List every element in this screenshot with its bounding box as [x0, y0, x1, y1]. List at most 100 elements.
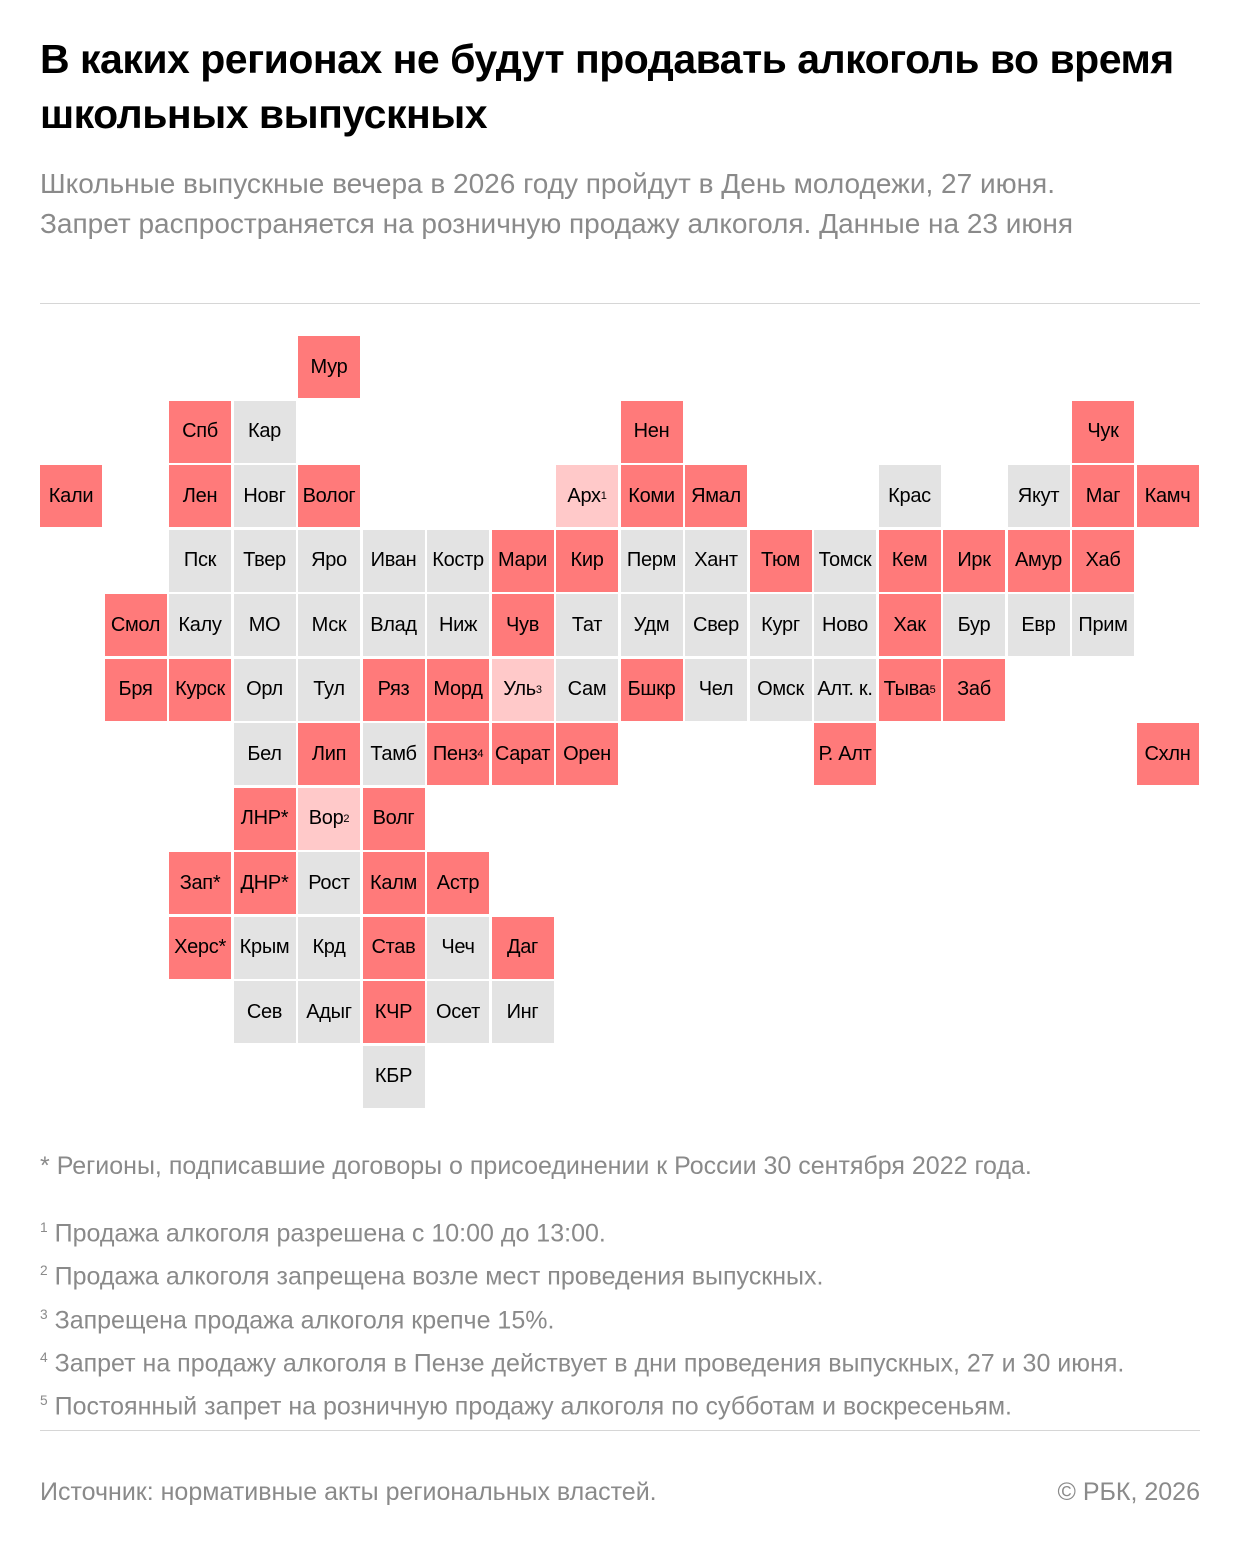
region-tile: Якут — [1007, 465, 1070, 527]
region-label: Кем — [891, 549, 928, 571]
region-label: Удм — [633, 613, 670, 636]
region-label: Свер — [693, 613, 739, 636]
footnotes: * Регионы, подписавшие договоры о присое… — [40, 1148, 1220, 1426]
region-tile: Пенз 4 — [427, 723, 489, 785]
region-label: Крым — [239, 936, 290, 958]
region-tile: Свер — [685, 594, 747, 656]
region-tile: Тат — [556, 594, 618, 656]
region-tile: Крас — [878, 465, 941, 527]
region-label: Бел — [247, 742, 282, 765]
region-tile: Заб — [943, 658, 1005, 721]
region-label: ДНР* — [240, 871, 289, 894]
region-tile: Вор 2 — [298, 787, 360, 850]
region-tile: Бря — [104, 658, 167, 721]
region-tile: Бел — [233, 723, 296, 785]
region-tile: Смол — [104, 594, 167, 656]
region-label: Евр — [1021, 613, 1056, 636]
region-label: Новг — [243, 484, 286, 507]
copyright: © РБК, 2026 — [1057, 1478, 1200, 1506]
region-label: ЛНР* — [240, 807, 289, 829]
footnote: 5 Постоянный запрет на розничную продажу… — [40, 1382, 1130, 1425]
region-label: Бря — [118, 678, 153, 700]
region-label: Чеч — [441, 936, 475, 958]
region-tile: Волг — [362, 787, 425, 850]
region-tile: Херс* — [169, 916, 231, 979]
region-tile: Хант — [685, 529, 747, 592]
region-tile: Бур — [943, 594, 1005, 656]
region-label: Кар — [248, 420, 281, 442]
region-tile: Кар — [233, 400, 296, 463]
footnote: 2 Продажа алкоголя запрещена возле мест … — [40, 1252, 1130, 1295]
region-tile: Мари — [491, 529, 554, 592]
region-tile: Тамб — [362, 723, 425, 785]
region-label: Алт. к. — [817, 678, 873, 700]
region-label: Чук — [1087, 420, 1119, 442]
region-label: Астр — [436, 871, 480, 894]
source: Источник: нормативные акты региональных … — [40, 1478, 657, 1506]
region-label: Ниж — [438, 613, 478, 636]
region-label: Морд — [433, 678, 483, 700]
region-label: Мари — [497, 549, 548, 571]
region-label: Камч — [1144, 484, 1191, 507]
region-label: Тул — [313, 678, 345, 700]
region-tile: Чел — [685, 658, 747, 721]
region-tile: Ирк — [943, 529, 1005, 592]
region-tile: Астр — [427, 852, 489, 914]
footnote-mark: 2 — [343, 812, 350, 825]
region-tile: Ново — [814, 594, 876, 656]
region-tile: Кир — [556, 529, 618, 592]
footnote-text: Постоянный запрет на розничную продажу а… — [54, 1392, 1012, 1421]
region-tile: Схлн — [1136, 723, 1199, 785]
region-label: Сев — [246, 1000, 283, 1023]
region-label: Зап* — [179, 871, 221, 894]
region-label: Ирк — [957, 549, 991, 571]
region-tile: Томск — [814, 529, 876, 592]
region-label: Твер — [243, 549, 286, 571]
region-label: Сарат — [494, 742, 551, 765]
region-label: Калу — [178, 613, 222, 636]
region-tile: Крым — [233, 916, 296, 979]
region-label: Схлн — [1144, 742, 1191, 765]
region-label: Костр — [432, 549, 484, 571]
region-tile: Перм — [620, 529, 683, 592]
region-label: Даг — [506, 936, 539, 958]
region-label: Хак — [893, 613, 926, 636]
region-tile: Р. Алт — [814, 723, 876, 785]
footnote-mark: 1 — [600, 490, 607, 502]
footnote-mark: 1 — [40, 1220, 48, 1235]
region-tile: Крд — [298, 916, 360, 979]
region-tile: ДНР* — [233, 852, 296, 914]
footnote-text: Продажа алкоголя разрешена с 10:00 до 13… — [54, 1219, 606, 1248]
region-label: Уль — [503, 678, 536, 700]
region-tile: Костр — [427, 529, 489, 592]
region-tile: Став — [362, 916, 425, 979]
region-tile: Тул — [298, 658, 360, 721]
region-label: Арх — [567, 484, 601, 507]
region-label: Мск — [311, 613, 347, 636]
region-tile: Пск — [169, 529, 231, 592]
region-label: Ряз — [377, 678, 410, 700]
footnote: * Регионы, подписавшие договоры о присое… — [40, 1148, 1220, 1185]
region-tile: Чув — [491, 594, 554, 656]
region-tile: Спб — [169, 400, 231, 463]
region-tile: Лен — [169, 465, 231, 527]
region-tile: Иван — [362, 529, 425, 592]
region-tile: Кем — [878, 529, 941, 592]
region-tile: Морд — [427, 658, 489, 721]
region-tile: Ряз — [362, 658, 425, 721]
region-label: Тамб — [370, 742, 417, 765]
footnote: 1 Продажа алкоголя разрешена с 10:00 до … — [40, 1209, 1130, 1252]
footnote-mark: 2 — [40, 1263, 48, 1279]
region-label: Инг — [506, 1000, 539, 1023]
region-label: Чув — [505, 613, 540, 636]
region-tile: Омск — [749, 658, 812, 721]
region-label: Бур — [957, 613, 991, 636]
footnote-mark: 5 — [40, 1393, 48, 1409]
region-label: Кали — [48, 484, 94, 507]
footnote-text: Регионы, подписавшие договоры о присоеди… — [56, 1152, 1032, 1180]
region-label: Заб — [957, 678, 991, 700]
region-tile: ЛНР* — [233, 787, 296, 850]
footnote-mark: 3 — [535, 683, 542, 696]
